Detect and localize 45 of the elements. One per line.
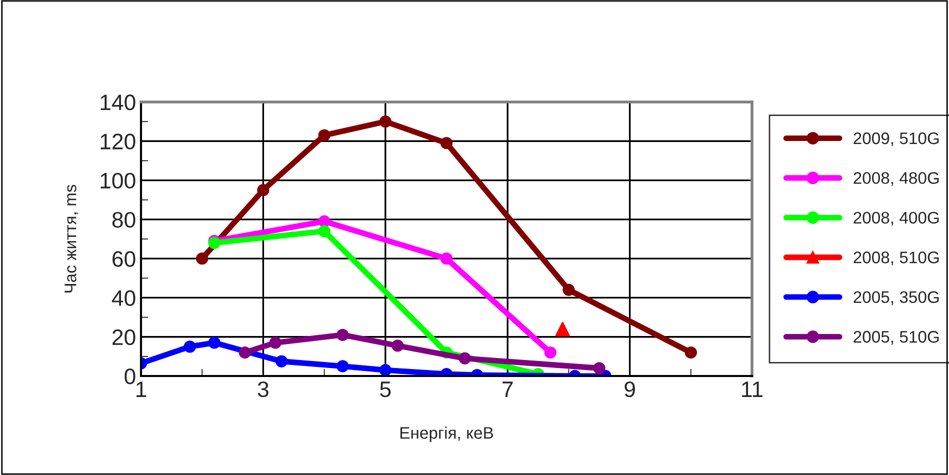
point [555,322,570,336]
x-axis-title: Енергія, кеВ [400,426,494,442]
legend-label: 2008, 400G [854,212,939,226]
y-axis-title: Час життя, ms [64,184,78,292]
legend-label: 2005, 350G [854,291,939,305]
point [336,360,349,372]
legend-label: 2008, 480G [854,172,939,186]
point [440,137,453,150]
y-tick-label: 100 [100,172,136,189]
point [593,362,606,374]
point [275,355,288,368]
point [318,129,330,142]
y-tick-label: 0 [124,368,136,384]
legend-label: 2008, 510G [854,252,939,266]
point [336,328,349,341]
y-tick-label: 120 [100,134,136,150]
y-tick-label: 20 [112,329,136,346]
x-tick-label: 11 [742,382,762,397]
point [208,336,220,349]
legend-label: 2005, 510G [854,330,939,345]
point [544,346,556,359]
x-tick-label: 1 [136,382,146,397]
y-tick-label: 60 [112,251,136,267]
y-tick-label: 140 [100,94,136,110]
point [318,215,330,228]
point [458,352,471,364]
y-tick-label: 80 [112,212,136,228]
point [196,252,208,265]
point [257,184,270,196]
point [379,115,392,128]
legend-label: 2009, 510G [854,132,939,146]
point [318,225,330,238]
point [379,364,392,376]
point [440,252,453,265]
point [269,336,282,349]
x-tick-label: 3 [258,381,268,398]
x-tick-label: 5 [380,382,391,398]
point [392,340,404,352]
x-tick-label: 9 [624,381,635,398]
point [684,346,697,359]
point [238,346,251,359]
x-tick-label: 7 [502,382,513,397]
point [184,340,196,353]
y-tick-label: 40 [112,290,136,306]
point [562,284,575,296]
